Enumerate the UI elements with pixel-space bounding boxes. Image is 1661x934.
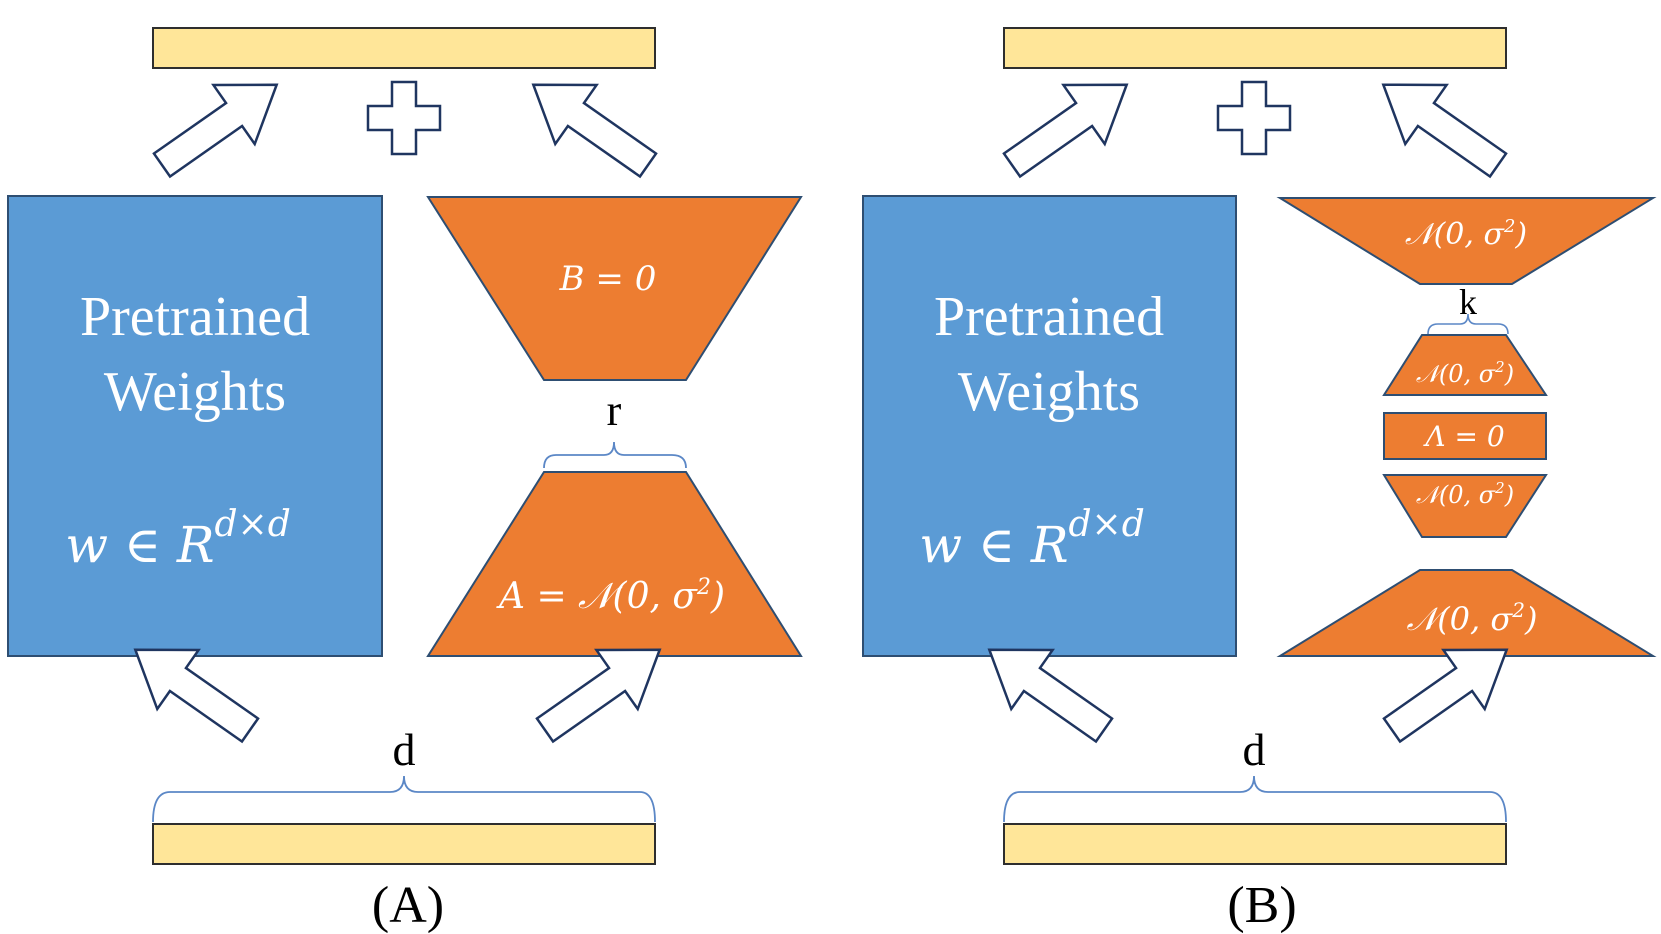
pretrained-title-line1: Pretrained <box>934 286 1164 348</box>
plus-icon <box>1216 80 1292 156</box>
panel-a: Pretrained Weights w ∈ Rd×d B = 0 r A = … <box>7 27 803 934</box>
pretrained-title-line2: Weights <box>104 361 286 423</box>
caption-a: (A) <box>372 877 444 934</box>
small-bottom-label: 𝒩(0, σ2) <box>1416 479 1514 509</box>
pretrained-weights-block-b <box>862 195 1237 657</box>
pretrained-title-line2: Weights <box>958 361 1140 423</box>
weight-formula: w ∈ Rd×d <box>65 504 291 574</box>
bottom-trapezoid-b <box>1276 569 1657 657</box>
plus-icon <box>366 80 442 156</box>
input-bar-a <box>152 823 656 865</box>
top-trapezoid-b <box>1276 197 1657 285</box>
dimension-label-b: d <box>1243 724 1266 775</box>
rank-label: r <box>607 386 622 435</box>
small-bottom-trapezoid <box>1382 474 1548 538</box>
k-brace <box>1427 313 1509 335</box>
arrow-up-left-icon <box>1361 53 1520 196</box>
lambda-box <box>1383 412 1547 460</box>
pretrained-weights-block-a <box>7 195 383 657</box>
k-label: k <box>1459 282 1477 322</box>
b-matrix-label: B = 0 <box>559 259 657 299</box>
input-bar-b <box>1003 823 1507 865</box>
dimension-brace-a <box>152 775 656 823</box>
bottom-trapezoid-label: 𝒩(0, σ2) <box>1407 598 1538 638</box>
caption-b: (B) <box>1227 877 1296 934</box>
lambda-label: Λ = 0 <box>1422 420 1504 453</box>
dimension-label-a: d <box>393 724 416 775</box>
panel-b: Pretrained Weights w ∈ Rd×d 𝒩(0, σ2) k 𝒩… <box>862 27 1657 934</box>
a-matrix-trapezoid <box>426 471 803 657</box>
dimension-brace-b <box>1003 775 1507 823</box>
small-top-label: 𝒩(0, σ2) <box>1416 358 1514 388</box>
top-trapezoid-label: 𝒩(0, σ2) <box>1405 216 1527 252</box>
weight-formula: w ∈ Rd×d <box>919 504 1145 574</box>
output-bar-b <box>1003 27 1507 69</box>
arrow-up-right-icon <box>140 53 299 196</box>
a-matrix-label: A = 𝒩(0, σ2) <box>496 575 725 617</box>
rank-brace <box>543 441 687 469</box>
output-bar-a <box>152 27 656 69</box>
arrow-up-right-icon <box>990 53 1149 196</box>
pretrained-title-line1: Pretrained <box>80 286 310 348</box>
arrow-up-left-icon <box>511 53 670 196</box>
b-matrix-trapezoid <box>426 196 803 381</box>
small-top-trapezoid <box>1382 334 1548 396</box>
